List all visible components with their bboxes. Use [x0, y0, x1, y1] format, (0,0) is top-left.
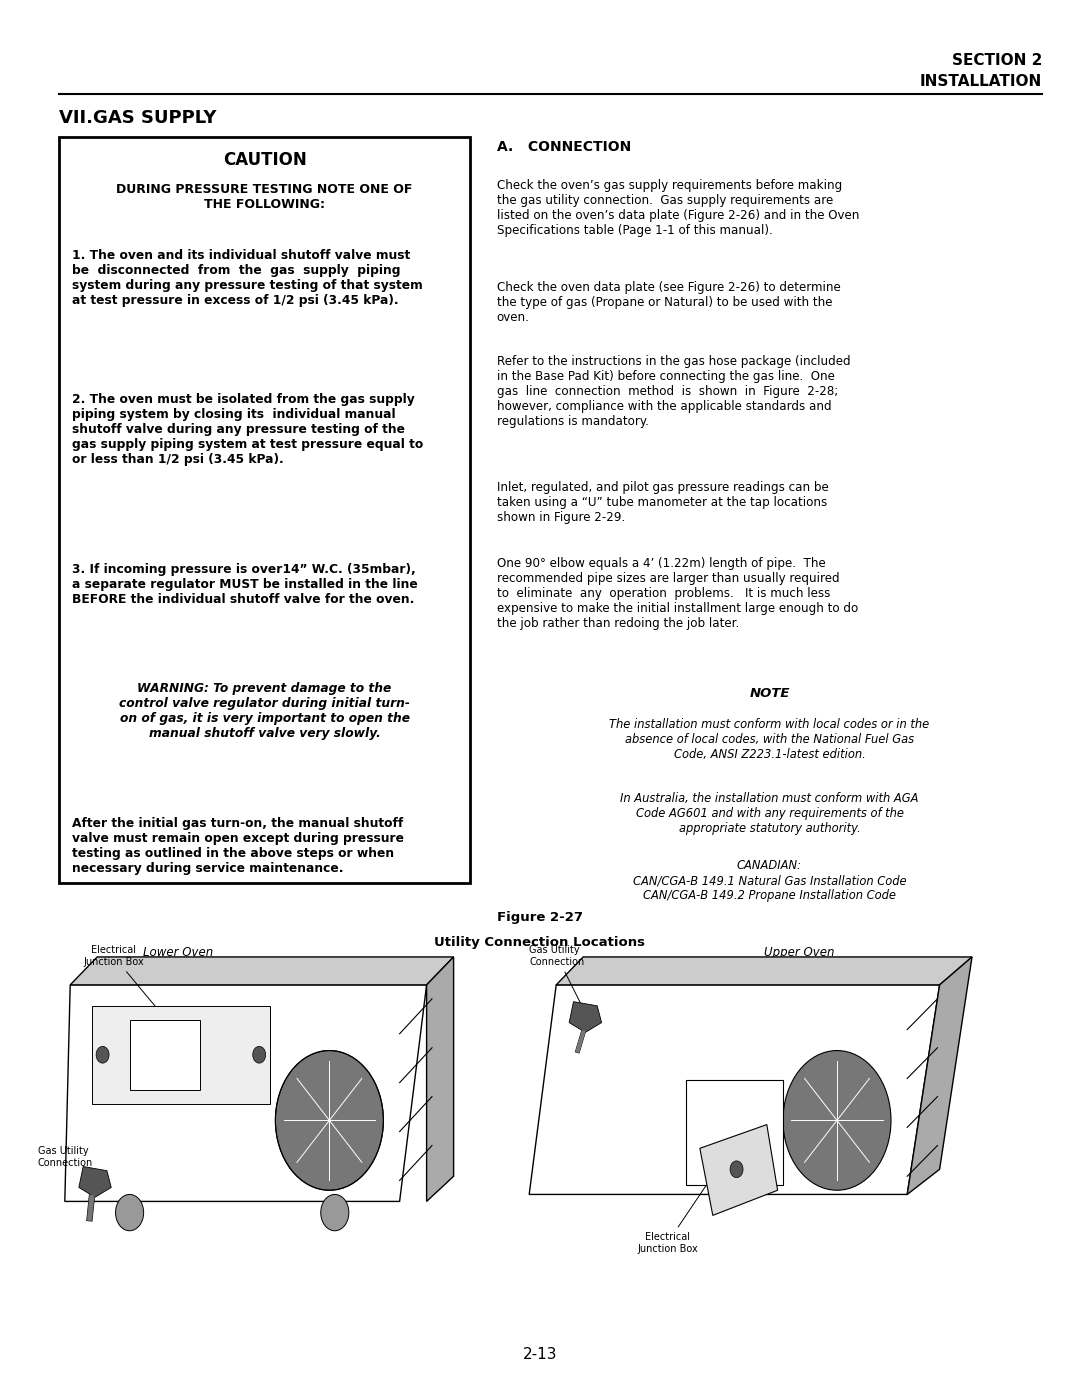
Text: 2-13: 2-13	[523, 1347, 557, 1362]
Text: After the initial gas turn-on, the manual shutoff
valve must remain open except : After the initial gas turn-on, the manua…	[72, 817, 404, 876]
Polygon shape	[427, 957, 454, 1201]
Circle shape	[116, 1194, 144, 1231]
Text: WARNING: To prevent damage to the
control valve regulator during initial turn-
o: WARNING: To prevent damage to the contro…	[119, 682, 410, 740]
Polygon shape	[907, 957, 972, 1194]
Text: One 90° elbow equals a 4’ (1.22m) length of pipe.  The
recommended pipe sizes ar: One 90° elbow equals a 4’ (1.22m) length…	[497, 557, 858, 630]
Circle shape	[253, 1046, 266, 1063]
Circle shape	[321, 1194, 349, 1231]
Polygon shape	[65, 985, 427, 1201]
Text: INSTALLATION: INSTALLATION	[920, 74, 1042, 89]
Text: CAUTION: CAUTION	[222, 151, 307, 169]
Polygon shape	[556, 957, 972, 985]
Text: Lower Oven: Lower Oven	[143, 946, 214, 958]
Polygon shape	[569, 1002, 602, 1032]
Polygon shape	[529, 985, 940, 1194]
Text: Utility Connection Locations: Utility Connection Locations	[434, 936, 646, 949]
Text: 1. The oven and its individual shutoff valve must
be  disconnected  from  the  g: 1. The oven and its individual shutoff v…	[72, 249, 423, 307]
Text: Electrical
Junction Box: Electrical Junction Box	[83, 946, 162, 1014]
Bar	[92, 1006, 270, 1104]
Polygon shape	[79, 1166, 111, 1197]
Text: VII.GAS SUPPLY: VII.GAS SUPPLY	[59, 109, 217, 127]
Circle shape	[275, 1051, 383, 1190]
Text: SECTION 2: SECTION 2	[951, 53, 1042, 68]
Text: Upper Oven: Upper Oven	[764, 946, 835, 958]
Polygon shape	[700, 1125, 778, 1215]
Circle shape	[96, 1046, 109, 1063]
Text: DURING PRESSURE TESTING NOTE ONE OF
THE FOLLOWING:: DURING PRESSURE TESTING NOTE ONE OF THE …	[117, 183, 413, 211]
Text: The installation must conform with local codes or in the
absence of local codes,: The installation must conform with local…	[609, 718, 930, 761]
Text: CANADIAN:
CAN/CGA-B 149.1 Natural Gas Installation Code
CAN/CGA-B 149.2 Propane : CANADIAN: CAN/CGA-B 149.1 Natural Gas In…	[633, 859, 906, 902]
Text: In Australia, the installation must conform with AGA
Code AG601 and with any req: In Australia, the installation must conf…	[620, 792, 919, 835]
Text: Gas Utility
Connection: Gas Utility Connection	[38, 1146, 103, 1175]
Bar	[686, 1080, 783, 1185]
Text: Gas Utility
Connection: Gas Utility Connection	[529, 946, 584, 1010]
Circle shape	[783, 1051, 891, 1190]
Text: Inlet, regulated, and pilot gas pressure readings can be
taken using a “U” tube : Inlet, regulated, and pilot gas pressure…	[497, 481, 828, 524]
Text: Electrical
Junction Box: Electrical Junction Box	[637, 1141, 735, 1253]
Text: Check the oven data plate (see Figure 2-26) to determine
the type of gas (Propan: Check the oven data plate (see Figure 2-…	[497, 281, 840, 324]
Text: Refer to the instructions in the gas hose package (included
in the Base Pad Kit): Refer to the instructions in the gas hos…	[497, 355, 850, 427]
Polygon shape	[70, 957, 454, 985]
Text: Check the oven’s gas supply requirements before making
the gas utility connectio: Check the oven’s gas supply requirements…	[497, 179, 860, 237]
Text: A.   CONNECTION: A. CONNECTION	[497, 140, 631, 154]
Text: Figure 2-27: Figure 2-27	[497, 911, 583, 923]
Text: 2. The oven must be isolated from the gas supply
piping system by closing its  i: 2. The oven must be isolated from the ga…	[72, 393, 423, 465]
Text: 3. If incoming pressure is over14” W.C. (35mbar),
a separate regulator MUST be i: 3. If incoming pressure is over14” W.C. …	[72, 563, 418, 606]
Text: NOTE: NOTE	[750, 687, 789, 700]
Bar	[59, 137, 470, 883]
Circle shape	[730, 1161, 743, 1178]
Bar	[130, 1020, 200, 1090]
